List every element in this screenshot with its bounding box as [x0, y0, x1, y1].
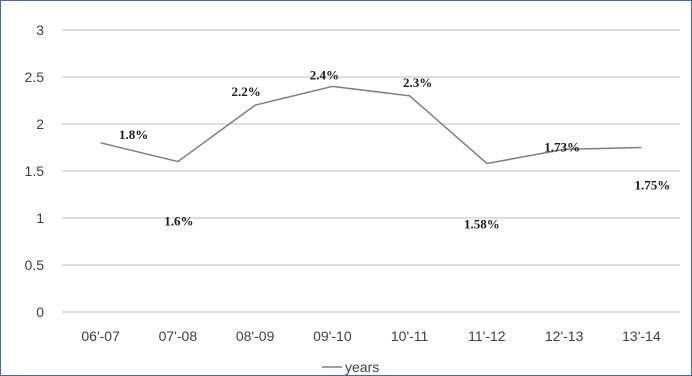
- x-tick-label: 10'-11: [391, 328, 429, 344]
- y-tick-label: 0: [36, 304, 44, 320]
- data-label: 1.75%: [635, 178, 671, 193]
- x-tick-label: 09'-10: [313, 328, 352, 344]
- series-line: [100, 85, 642, 165]
- y-tick-label: 1: [36, 210, 44, 226]
- y-tick-label: 2: [36, 116, 44, 132]
- x-tick-label: 12'-13: [545, 328, 584, 344]
- data-label: 1.73%: [544, 139, 580, 154]
- data-label: 1.6%: [164, 214, 193, 229]
- x-tick-label: 08'-09: [236, 328, 275, 344]
- data-label: 2.3%: [403, 75, 432, 90]
- data-label: 2.2%: [232, 84, 261, 99]
- data-label: 1.8%: [119, 127, 148, 142]
- y-tick-label: 2.5: [25, 69, 45, 85]
- data-label: 1.58%: [464, 216, 500, 231]
- x-tick-label: 13'-14: [622, 328, 661, 344]
- x-tick-label: 07'-08: [159, 328, 198, 344]
- y-tick-label: 0.5: [25, 257, 45, 273]
- y-tick-label: 1.5: [25, 163, 45, 179]
- x-tick-label: 06'-07: [81, 328, 120, 344]
- legend-label: years: [345, 359, 379, 375]
- x-tick-label: 11'-12: [468, 328, 506, 344]
- y-tick-label: 3: [36, 22, 44, 38]
- data-label: 2.4%: [310, 67, 339, 82]
